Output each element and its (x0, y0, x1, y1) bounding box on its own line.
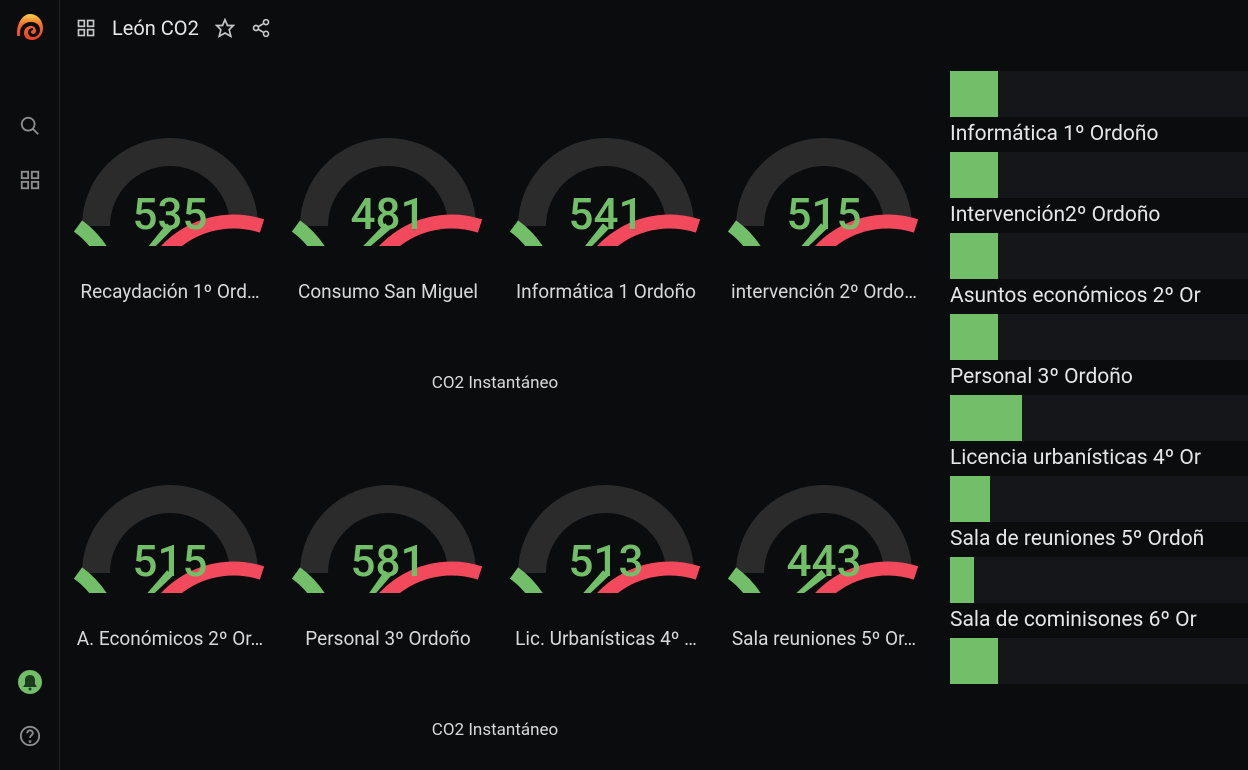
help-icon[interactable] (10, 716, 50, 756)
gauge-row-2: 515 A. Económicos 2º Or… 581 Personal 3º… (70, 413, 920, 650)
dashboards-icon[interactable] (10, 160, 50, 200)
bar-group[interactable] (950, 71, 1248, 117)
gauge: 535 (70, 86, 270, 246)
dashboard-title[interactable]: León CO2 (112, 16, 199, 40)
bar-area: Informática 1º Ordoño Intervención2º Ord… (920, 66, 1248, 770)
gauge-panel[interactable]: 513 Lic. Urbanísticas 4º … (506, 433, 706, 650)
gauge-label: Sala reuniones 5º Or… (724, 627, 924, 650)
bar-fill (950, 476, 990, 522)
bar-group[interactable]: Personal 3º Ordoño (950, 365, 1248, 441)
bar-track (950, 476, 1248, 522)
gauge-panel[interactable]: 481 Consumo San Miguel (288, 86, 488, 303)
topbar: León CO2 (60, 0, 1248, 56)
bar-group[interactable]: Licencia urbanísticas 4º Or (950, 446, 1248, 522)
gauge: 443 (724, 433, 924, 593)
gauge-panel[interactable]: 515 A. Económicos 2º Or… (70, 433, 270, 650)
bar-group[interactable]: Intervención2º Ordoño (950, 203, 1248, 279)
bar-fill (950, 314, 998, 360)
bar-track (950, 314, 1248, 360)
gauge-label: Informática 1 Ordoño (506, 280, 706, 303)
sidebar (0, 0, 60, 770)
bar-fill (950, 152, 998, 198)
gauge-value: 481 (288, 188, 488, 240)
gauge-panel[interactable]: 515 intervención 2º Ordo… (724, 86, 924, 303)
bar-label: Licencia urbanísticas 4º Or (950, 446, 1248, 470)
gauge-label: intervención 2º Ordo… (724, 280, 924, 303)
gauge-panel[interactable]: 541 Informática 1 Ordoño (506, 86, 706, 303)
bar-track (950, 152, 1248, 198)
search-icon[interactable] (10, 106, 50, 146)
bar-track (950, 395, 1248, 441)
gauge: 541 (506, 86, 706, 246)
gauge: 515 (70, 433, 270, 593)
section-title-1: CO2 Instantáneo (70, 373, 920, 393)
gauge: 513 (506, 433, 706, 593)
bar-fill (950, 71, 998, 117)
bar-label: Sala de reuniones 5º Ordoñ (950, 527, 1248, 551)
bar-fill (950, 638, 998, 684)
gauge-panel[interactable]: 535 Recaydación 1º Ord… (70, 86, 270, 303)
bar-fill (950, 233, 998, 279)
bar-group[interactable]: Sala de cominisones 6º Or (950, 608, 1248, 684)
bar-label: Informática 1º Ordoño (950, 122, 1248, 146)
gauge-area: 535 Recaydación 1º Ord… 481 Consumo San … (70, 66, 920, 770)
bar-label: Intervención2º Ordoño (950, 203, 1248, 227)
bar-track (950, 638, 1248, 684)
gauge: 581 (288, 433, 488, 593)
bar-label: Sala de cominisones 6º Or (950, 608, 1248, 632)
bar-group[interactable]: Asuntos económicos 2º Or (950, 284, 1248, 360)
gauge-value: 541 (506, 188, 706, 240)
bar-fill (950, 557, 974, 603)
alerting-icon[interactable] (10, 662, 50, 702)
gauge-label: Consumo San Miguel (288, 280, 488, 303)
gauge-label: Lic. Urbanísticas 4º … (506, 627, 706, 650)
share-icon[interactable] (251, 18, 271, 38)
gauge-label: Personal 3º Ordoño (288, 627, 488, 650)
gauge-panel[interactable]: 443 Sala reuniones 5º Or… (724, 433, 924, 650)
gauge: 515 (724, 86, 924, 246)
section-title-2: CO2 Instantáneo (70, 720, 920, 740)
gauge-value: 535 (70, 188, 270, 240)
gauge-value: 513 (506, 535, 706, 587)
bar-label: Asuntos económicos 2º Or (950, 284, 1248, 308)
gauge: 481 (288, 86, 488, 246)
bar-track (950, 557, 1248, 603)
main: León CO2 535 Recaydación 1º Ord… (60, 0, 1248, 770)
gauge-label: A. Económicos 2º Or… (70, 627, 270, 650)
bar-label: Personal 3º Ordoño (950, 365, 1248, 389)
bar-group[interactable]: Informática 1º Ordoño (950, 122, 1248, 198)
dashboard-grid-icon[interactable] (76, 18, 96, 38)
gauge-label: Recaydación 1º Ord… (70, 280, 270, 303)
gauge-value: 515 (724, 188, 924, 240)
bar-fill (950, 395, 1022, 441)
bar-group[interactable]: Sala de reuniones 5º Ordoñ (950, 527, 1248, 603)
bar-track (950, 71, 1248, 117)
gauge-row-1: 535 Recaydación 1º Ord… 481 Consumo San … (70, 66, 920, 303)
gauge-value: 515 (70, 535, 270, 587)
gauge-value: 581 (288, 535, 488, 587)
gauge-value: 443 (724, 535, 924, 587)
gauge-panel[interactable]: 581 Personal 3º Ordoño (288, 433, 488, 650)
star-icon[interactable] (215, 18, 235, 38)
bar-track (950, 233, 1248, 279)
grafana-logo-icon[interactable] (12, 10, 48, 46)
